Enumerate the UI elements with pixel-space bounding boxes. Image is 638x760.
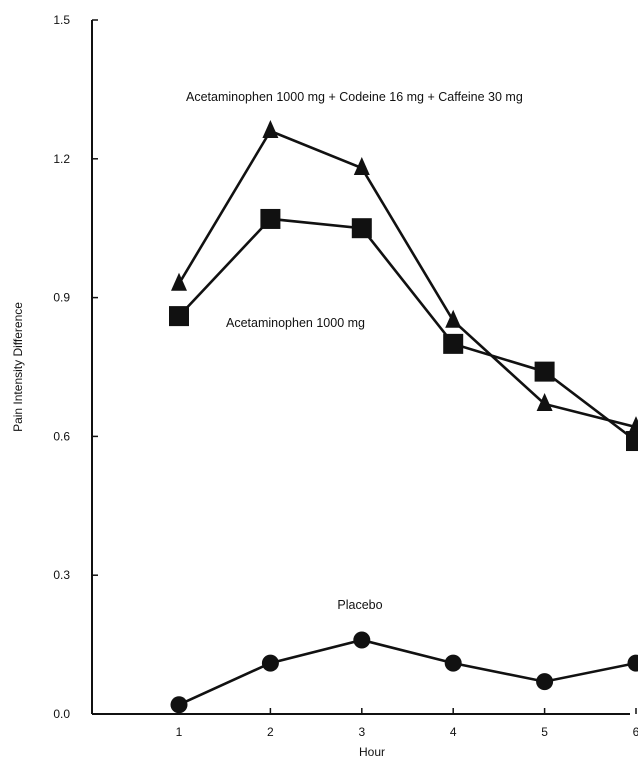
data-point-triangle bbox=[262, 120, 279, 139]
y-tick-label: 0.6 bbox=[53, 429, 70, 443]
y-tick-label: 0.0 bbox=[53, 707, 70, 721]
series-square bbox=[169, 208, 638, 452]
data-point-circle bbox=[627, 654, 638, 672]
x-tick-label: 2 bbox=[267, 725, 274, 739]
series-triangle bbox=[171, 120, 638, 435]
x-tick-label: 1 bbox=[176, 725, 183, 739]
ticks: 0.0 0.3 0.6 0.9 1.2 1.5 1 2 3 4 5 6 bbox=[53, 13, 638, 739]
x-axis-label: Hour bbox=[359, 745, 385, 759]
data-point-square bbox=[534, 361, 555, 382]
y-tick-label: 0.3 bbox=[53, 568, 70, 582]
x-tick-label: 6 bbox=[633, 725, 638, 739]
data-point-square bbox=[351, 218, 372, 239]
data-point-circle bbox=[444, 654, 462, 672]
series-label-placebo: Placebo bbox=[337, 598, 382, 612]
data-point-triangle bbox=[536, 393, 553, 412]
data-point-circle bbox=[170, 696, 188, 714]
data-point-square bbox=[260, 208, 281, 229]
labels: Hour Pain Intensity Difference Acetamino… bbox=[11, 90, 523, 759]
axes bbox=[91, 20, 630, 715]
data-point-square bbox=[169, 306, 189, 327]
series-group bbox=[169, 120, 638, 714]
y-tick-label: 1.5 bbox=[53, 13, 70, 27]
data-point-triangle bbox=[171, 272, 187, 291]
data-point-circle bbox=[353, 631, 371, 649]
series-line bbox=[178, 217, 637, 443]
y-axis-label: Pain Intensity Difference bbox=[11, 302, 25, 432]
x-tick-label: 4 bbox=[450, 725, 457, 739]
data-point-triangle bbox=[353, 157, 370, 176]
data-point-triangle bbox=[445, 309, 462, 328]
x-tick-label: 3 bbox=[358, 725, 365, 739]
data-point-circle bbox=[261, 654, 279, 672]
series-label-acetaminophen: Acetaminophen 1000 mg bbox=[226, 316, 365, 330]
data-point-square bbox=[443, 333, 464, 354]
series-circle bbox=[170, 631, 638, 714]
data-point-square bbox=[626, 431, 638, 452]
data-point-triangle bbox=[628, 416, 638, 435]
series-line bbox=[178, 638, 637, 706]
series-label-combination: Acetaminophen 1000 mg + Codeine 16 mg + … bbox=[186, 90, 523, 104]
y-tick-label: 1.2 bbox=[53, 152, 70, 166]
x-tick-label: 5 bbox=[541, 725, 548, 739]
data-point-circle bbox=[536, 673, 554, 691]
y-tick-label: 0.9 bbox=[53, 291, 70, 305]
series-line bbox=[177, 129, 637, 429]
